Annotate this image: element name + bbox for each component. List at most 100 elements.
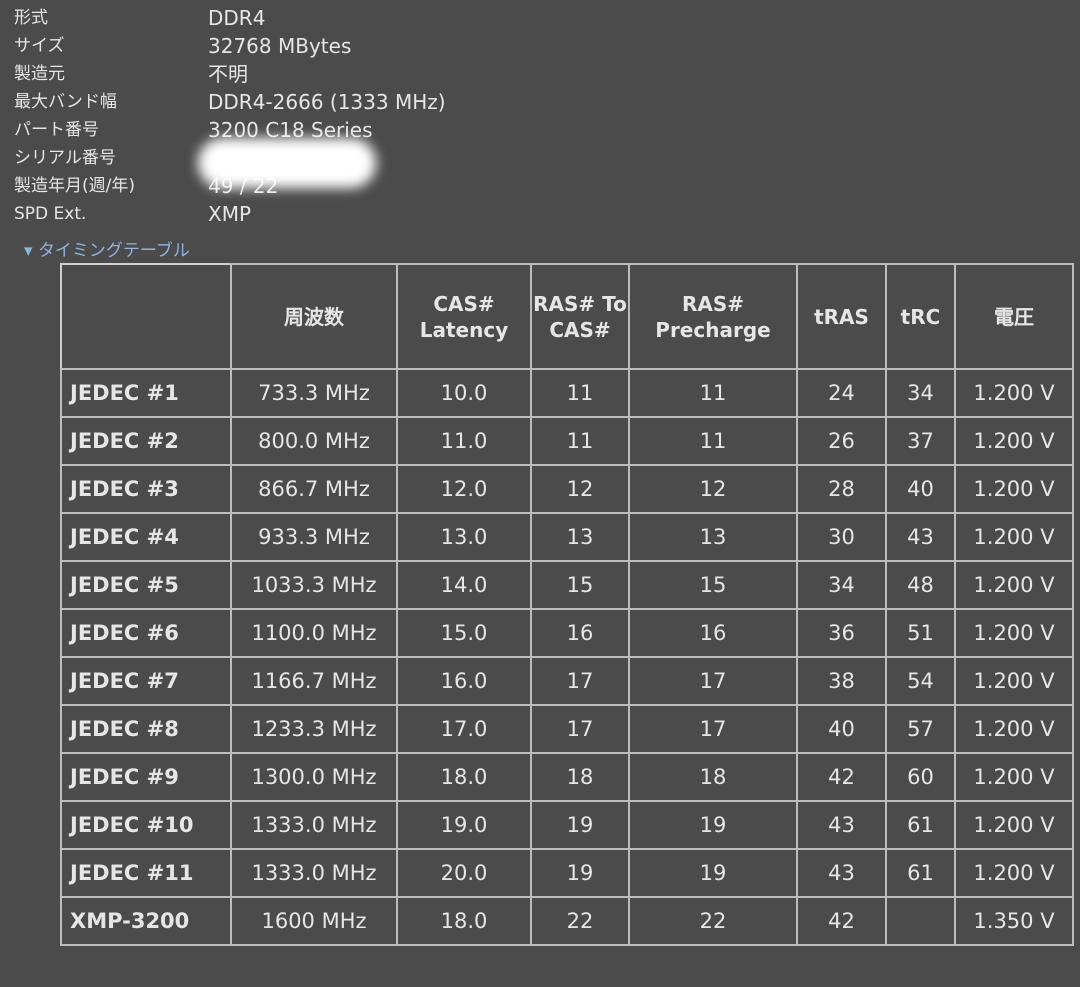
profile-name: JEDEC #11	[60, 848, 232, 898]
info-value: XMP	[208, 202, 252, 226]
table-cell: 61	[885, 800, 956, 850]
table-cell: 15	[530, 560, 630, 610]
profile-name: JEDEC #7	[60, 656, 232, 706]
profile-name: JEDEC #3	[60, 464, 232, 514]
info-label: 形式	[14, 8, 48, 28]
info-label: シリアル番号	[14, 148, 116, 168]
table-cell: 933.3 MHz	[230, 512, 398, 562]
table-cell: 1166.7 MHz	[230, 656, 398, 706]
table-cell: 12.0	[396, 464, 532, 514]
profile-name: XMP-3200	[60, 896, 232, 946]
table-row: JEDEC #1 733.3 MHz 10.0 11 11 24 34 1.200 V	[60, 368, 1074, 418]
table-cell: 1333.0 MHz	[230, 800, 398, 850]
table-cell: 866.7 MHz	[230, 464, 398, 514]
table-row: JEDEC #5 1033.3 MHz 14.0 15 15 34 48 1.200 V	[60, 560, 1074, 610]
info-row: シリアル番号	[14, 144, 446, 172]
table-cell: 1033.3 MHz	[230, 560, 398, 610]
table-cell: 13	[628, 512, 798, 562]
info-label: パート番号	[14, 120, 99, 140]
table-row: JEDEC #11 1333.0 MHz 20.0 19 19 43 61 1.200 V	[60, 848, 1074, 898]
column-header: RAS# To CAS#	[530, 263, 630, 370]
triangle-down-icon: ▾	[24, 241, 38, 261]
table-row: JEDEC #8 1233.3 MHz 17.0 17 17 40 57 1.200 V	[60, 704, 1074, 754]
table-cell: 15.0	[396, 608, 532, 658]
table-cell: 1.200 V	[954, 800, 1074, 850]
info-label: SPD Ext.	[14, 204, 87, 224]
table-cell: 19	[530, 800, 630, 850]
table-row: JEDEC #6 1100.0 MHz 15.0 16 16 36 51 1.200 V	[60, 608, 1074, 658]
table-cell: 10.0	[396, 368, 532, 418]
table-cell: 26	[796, 416, 887, 466]
table-cell: 40	[885, 464, 956, 514]
column-header: CAS# Latency	[396, 263, 532, 370]
table-cell: 42	[796, 896, 887, 946]
profile-name: JEDEC #9	[60, 752, 232, 802]
table-cell: 24	[796, 368, 887, 418]
table-cell: 1.200 V	[954, 368, 1074, 418]
table-cell: 1.200 V	[954, 848, 1074, 898]
table-cell: 1600 MHz	[230, 896, 398, 946]
info-value: DDR4-2666 (1333 MHz)	[208, 90, 446, 114]
info-label: 製造元	[14, 64, 65, 84]
table-cell: 34	[796, 560, 887, 610]
profile-name: JEDEC #6	[60, 608, 232, 658]
table-row: JEDEC #4 933.3 MHz 13.0 13 13 30 43 1.200 V	[60, 512, 1074, 562]
table-cell: 34	[885, 368, 956, 418]
profile-name: JEDEC #8	[60, 704, 232, 754]
timing-table-toggle[interactable]: ▾ タイミングテーブル	[24, 241, 190, 261]
timing-table: 周波数 CAS# Latency RAS# To CAS# RAS# Precharg…	[60, 263, 1074, 946]
table-cell: 48	[885, 560, 956, 610]
column-header	[61, 264, 232, 370]
info-value: 不明	[208, 62, 248, 86]
table-cell: 1.200 V	[954, 416, 1074, 466]
info-row: SPD Ext. XMP	[14, 200, 446, 228]
info-row: 形式 DDR4	[14, 4, 446, 32]
column-header: 電圧	[954, 263, 1074, 370]
table-cell: 11	[628, 416, 798, 466]
table-cell: 15	[628, 560, 798, 610]
redaction-blur	[198, 138, 376, 188]
table-row: JEDEC #9 1300.0 MHz 18.0 18 18 42 60 1.200 V	[60, 752, 1074, 802]
table-cell: 57	[885, 704, 956, 754]
column-header: 周波数	[230, 263, 398, 370]
table-cell: 1.200 V	[954, 512, 1074, 562]
table-cell: 11	[628, 368, 798, 418]
table-row: JEDEC #3 866.7 MHz 12.0 12 12 28 40 1.200 V	[60, 464, 1074, 514]
table-cell: 17	[530, 704, 630, 754]
table-cell: 17	[530, 656, 630, 706]
table-cell: 19	[628, 848, 798, 898]
table-row: JEDEC #7 1166.7 MHz 16.0 17 17 38 54 1.200 V	[60, 656, 1074, 706]
table-cell: 54	[885, 656, 956, 706]
info-row: サイズ 32768 MBytes	[14, 32, 446, 60]
info-label: 最大バンド幅	[14, 92, 117, 112]
table-cell: 1.350 V	[954, 896, 1074, 946]
table-cell: 1.200 V	[954, 704, 1074, 754]
table-cell: 38	[796, 656, 887, 706]
table-cell: 22	[628, 896, 798, 946]
info-label: 製造年月(週/年)	[14, 176, 135, 196]
profile-name: JEDEC #5	[60, 560, 232, 610]
column-header: tRAS	[796, 263, 887, 370]
column-header: tRC	[885, 263, 956, 370]
table-cell: 1300.0 MHz	[230, 752, 398, 802]
table-cell: 17.0	[396, 704, 532, 754]
column-header: RAS# Precharge	[628, 263, 798, 370]
table-cell: 22	[530, 896, 630, 946]
table-cell: 18.0	[396, 896, 532, 946]
info-value: DDR4	[208, 6, 266, 30]
table-cell: 43	[796, 800, 887, 850]
table-cell: 42	[796, 752, 887, 802]
table-cell: 13.0	[396, 512, 532, 562]
memory-info: 形式 DDR4 サイズ 32768 MBytes 製造元 不明最大バンド幅 DDR4-266…	[14, 4, 446, 228]
table-cell: 800.0 MHz	[230, 416, 398, 466]
table-cell: 11.0	[396, 416, 532, 466]
table-cell: 16.0	[396, 656, 532, 706]
table-cell: 1233.3 MHz	[230, 704, 398, 754]
table-cell: 1.200 V	[954, 608, 1074, 658]
table-cell: 17	[628, 656, 798, 706]
table-cell: 1.200 V	[954, 560, 1074, 610]
profile-name: JEDEC #4	[60, 512, 232, 562]
table-cell: 1100.0 MHz	[230, 608, 398, 658]
table-row: XMP-3200 1600 MHz 18.0 22 22 42 1.350 V	[60, 896, 1074, 946]
table-cell: 12	[628, 464, 798, 514]
